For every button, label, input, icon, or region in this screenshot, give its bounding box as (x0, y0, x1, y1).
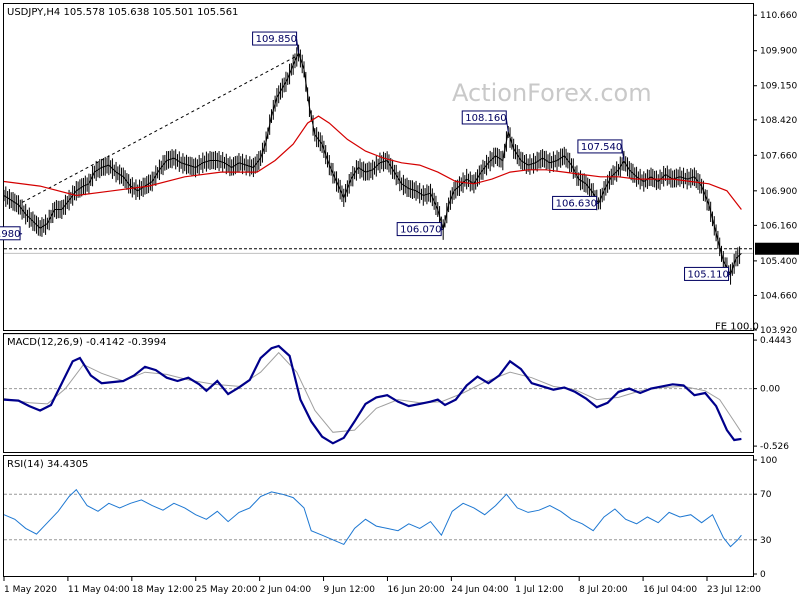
watermark: ActionForex.com (452, 79, 652, 107)
price-y-tick-label: 103.920 (760, 326, 797, 336)
x-tick-label: 25 May 20:00 (196, 585, 258, 595)
annotation-label: 105.110 (688, 269, 729, 280)
rsi-title: RSI(14) 34.4305 (7, 459, 88, 470)
current-price-label: 105.660 (758, 246, 795, 256)
price-y-tick-label: 104.660 (760, 291, 797, 301)
x-tick-label: 2 Jun 04:00 (260, 585, 312, 595)
annotation-label: 109.850 (256, 34, 297, 45)
price-annotation: 105.980 (0, 226, 23, 241)
annotation-label: 106.070 (400, 225, 441, 236)
macd-layer (3, 344, 753, 445)
rsi-panel (3, 455, 754, 577)
x-axis-layer: 1 May 2020 11 May 04:00 18 May 12:00 25 May… (3, 577, 761, 595)
annotation-label: 105.980 (0, 229, 20, 240)
macd-panel (3, 333, 754, 453)
rsi-layer (3, 488, 753, 548)
macd-line (3, 344, 742, 445)
current-price-tag (755, 242, 799, 255)
price-y-tick-label: 108.420 (760, 116, 797, 126)
annotation-box (577, 139, 623, 154)
macd-y-tick-label: 0.00 (760, 385, 780, 395)
rsi-y-tick-label: 30 (760, 536, 772, 546)
price-annotation: 109.850 (252, 31, 300, 54)
annotation-pointer (505, 117, 509, 133)
price-layer: FE 100.0 105.980 109.850 106.070 108.160 106.… (0, 31, 759, 335)
trend-line (21, 52, 303, 203)
macd-title: MACD(12,26,9) -0.4142 -0.3994 (7, 337, 167, 348)
macd-y-tick-label: -0.526 (760, 442, 789, 452)
y-axis-layer: 110.660 109.900 109.150 108.420 107.660 106.9… (753, 11, 799, 580)
rsi-line (3, 488, 742, 548)
price-line (3, 51, 742, 276)
price-annotation: 105.110 (684, 266, 731, 281)
rsi-y-tick-label: 100 (760, 456, 777, 466)
price-y-tick-label: 106.160 (760, 221, 797, 231)
x-tick-label: 23 Jul 12:00 (707, 585, 761, 595)
annotation-box (461, 110, 507, 125)
x-tick-label: 18 May 12:00 (132, 585, 194, 595)
x-tick-label: 1 May 2020 (4, 585, 57, 595)
annotation-pointer (621, 146, 625, 161)
moving-average-line (3, 115, 742, 210)
price-annotation: 107.540 (577, 139, 625, 161)
x-tick-label: 16 Jun 20:00 (387, 585, 444, 595)
annotation-box (252, 31, 298, 46)
price-title: USDJPY,H4 105.578 105.638 105.501 105.56… (7, 7, 238, 18)
fe-label: FE 100.0 (715, 322, 759, 333)
rsi-y-tick-label: 0 (760, 570, 766, 580)
price-y-tick-label: 110.660 (760, 11, 797, 21)
price-annotation: 106.070 (396, 222, 444, 237)
x-tick-label: 24 Jun 04:00 (451, 585, 508, 595)
x-tick-label: 9 Jun 12:00 (324, 585, 376, 595)
annotation-label: 108.160 (465, 113, 506, 124)
x-tick-label: 16 Jul 04:00 (643, 585, 697, 595)
price-annotation: 108.160 (461, 110, 509, 133)
annotation-pointer (296, 38, 300, 54)
annotation-label: 106.630 (556, 198, 597, 209)
rsi-y-tick-label: 70 (760, 490, 772, 500)
x-tick-label: 1 Jul 12:00 (515, 585, 564, 595)
x-tick-label: 11 May 04:00 (68, 585, 130, 595)
x-tick-label: 8 Jul 20:00 (579, 585, 628, 595)
price-y-tick-label: 109.150 (760, 82, 797, 92)
annotation-label: 107.540 (581, 142, 622, 153)
price-y-tick-label: 109.900 (760, 47, 797, 57)
price-y-tick-label: 106.900 (760, 187, 797, 197)
price-y-tick-label: 105.400 (760, 257, 797, 267)
macd-y-tick-label: 0.4443 (760, 336, 792, 346)
price-y-tick-label: 107.660 (760, 151, 797, 161)
price-annotation: 106.630 (552, 195, 599, 210)
